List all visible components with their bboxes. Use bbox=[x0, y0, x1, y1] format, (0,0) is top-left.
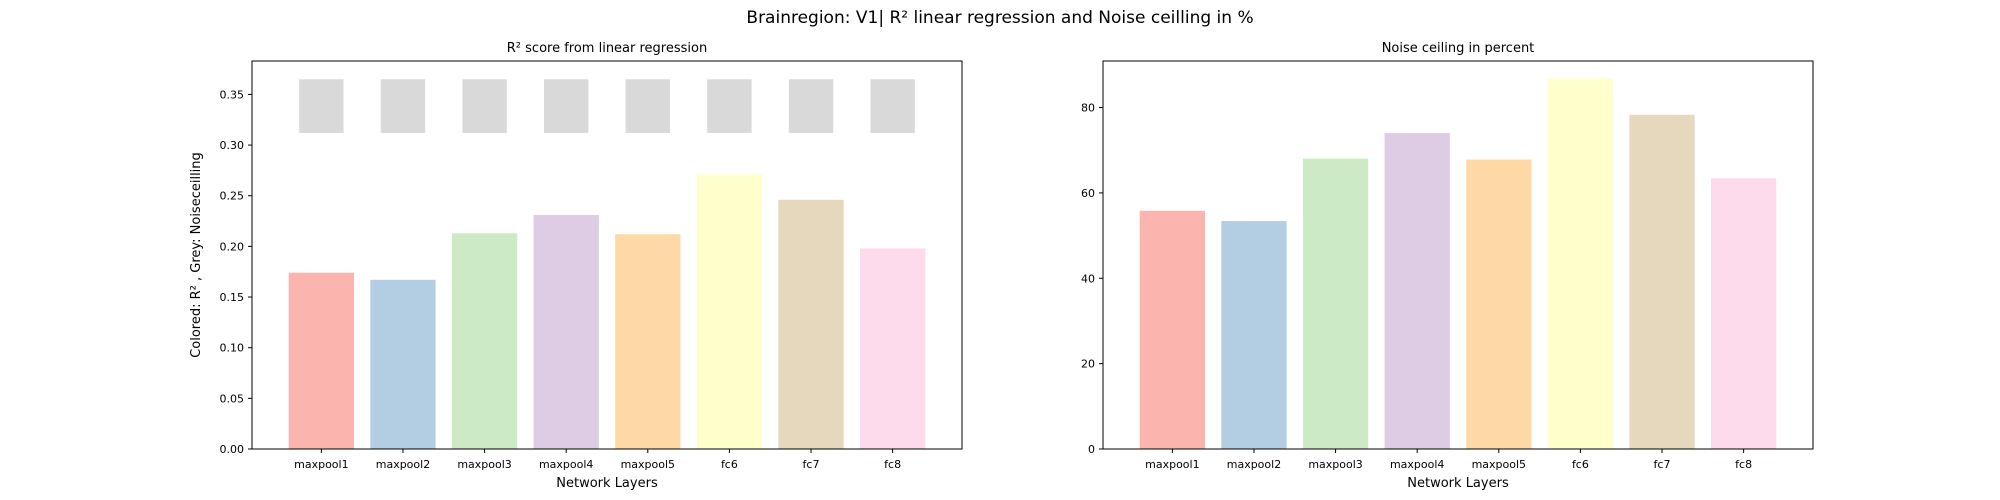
r2-panel-x-tick-label: maxpool2 bbox=[376, 458, 430, 471]
r2-panel-y-tick-label: 0.30 bbox=[220, 139, 245, 152]
r2-panel-noise-ceiling-marker bbox=[788, 79, 834, 133]
r2-panel-x-tick-label: maxpool3 bbox=[457, 458, 511, 471]
noise-ceiling-panel-bar bbox=[1629, 114, 1695, 450]
r2-panel-y-tick-label: 0.20 bbox=[220, 240, 245, 253]
noise-ceiling-panel-bar bbox=[1710, 178, 1777, 449]
r2-panel-noise-ceiling-marker bbox=[380, 79, 426, 133]
noise-ceiling-panel-bar bbox=[1139, 210, 1206, 449]
r2-panel-bar bbox=[288, 272, 355, 449]
r2-panel-x-axis-label: Network Layers bbox=[556, 476, 658, 491]
noise-ceiling-panel-y-tick-label: 0 bbox=[1088, 443, 1095, 456]
r2-panel-bar bbox=[859, 248, 926, 449]
noise-ceiling-panel-title: Noise ceiling in percent bbox=[1382, 41, 1535, 56]
noise-ceiling-panel-bar bbox=[1221, 221, 1287, 449]
r2-panel-x-tick-label: fc7 bbox=[803, 458, 820, 471]
r2-panel-y-tick-label: 0.25 bbox=[220, 190, 245, 203]
r2-panel-x-tick-label: fc6 bbox=[721, 458, 738, 471]
noise-ceiling-panel-y-tick-label: 60 bbox=[1081, 187, 1095, 200]
r2-panel-noise-ceiling-marker bbox=[707, 79, 752, 133]
r2-panel-bar bbox=[696, 174, 763, 449]
r2-panel-y-tick-label: 0.35 bbox=[220, 88, 245, 101]
noise-ceiling-panel-x-tick-label: fc8 bbox=[1735, 458, 1752, 471]
noise-ceiling-panel-x-tick-label: maxpool5 bbox=[1472, 458, 1526, 471]
r2-panel-title: R² score from linear regression bbox=[507, 41, 707, 56]
r2-panel-y-tick-label: 0.10 bbox=[220, 342, 245, 355]
r2-panel-axes-frame bbox=[251, 60, 963, 450]
noise-ceiling-panel-bar bbox=[1302, 158, 1369, 449]
noise-ceiling-panel-y-tick-label: 20 bbox=[1081, 358, 1095, 371]
r2-panel-x-tick-label: maxpool5 bbox=[621, 458, 675, 471]
noise-ceiling-panel: Noise ceiling in percent Network Layers … bbox=[1081, 41, 1814, 491]
r2-panel-noise-ceiling-marker bbox=[543, 79, 589, 133]
noise-ceiling-panel-x-axis-label: Network Layers bbox=[1407, 476, 1509, 491]
r2-panel-x-tick-label: maxpool4 bbox=[539, 458, 593, 471]
noise-ceiling-panel-x-tick-label: maxpool3 bbox=[1308, 458, 1362, 471]
r2-panel-bar bbox=[615, 234, 681, 449]
r2-panel-y-tick-label: 0.00 bbox=[220, 443, 245, 456]
noise-ceiling-panel-y-tick-label: 80 bbox=[1081, 102, 1095, 115]
noise-ceiling-panel-marks: maxpool1 maxpool2 maxpool3 maxpool4 maxpool5… bbox=[1081, 78, 1777, 471]
r2-panel-bar bbox=[778, 199, 844, 449]
noise-ceiling-panel-x-tick-label: maxpool1 bbox=[1145, 458, 1199, 471]
noise-ceiling-panel-y-tick-label: 40 bbox=[1081, 272, 1095, 285]
r2-panel-x-tick-label: maxpool1 bbox=[294, 458, 348, 471]
r2-panel-bar bbox=[451, 233, 518, 449]
noise-ceiling-panel-axes-frame bbox=[1102, 60, 1814, 450]
r2-panel-y-tick-label: 0.15 bbox=[220, 291, 245, 304]
noise-ceiling-panel-bar bbox=[1547, 78, 1614, 449]
r2-panel-bar bbox=[370, 279, 436, 449]
r2-panel-x-tick-label: fc8 bbox=[884, 458, 901, 471]
r2-panel: R² score from linear regression Network … bbox=[189, 41, 963, 491]
r2-panel-marks: maxpool1 maxpool2 maxpool3 maxpool4 maxpool5… bbox=[220, 79, 926, 471]
noise-ceiling-panel-x-tick-label: fc6 bbox=[1572, 458, 1589, 471]
r2-panel-noise-ceiling-marker bbox=[462, 79, 507, 133]
noise-ceiling-panel-x-tick-label: fc7 bbox=[1654, 458, 1671, 471]
noise-ceiling-panel-bar bbox=[1466, 159, 1532, 450]
r2-panel-noise-ceiling-marker bbox=[625, 79, 671, 133]
r2-panel-noise-ceiling-marker bbox=[870, 79, 915, 133]
figure-title: Brainregion: V1| R² linear regression an… bbox=[746, 8, 1253, 28]
noise-ceiling-panel-x-tick-label: maxpool4 bbox=[1390, 458, 1444, 471]
r2-panel-y-axis-label: Colored: R² , Grey: Noiseceilling bbox=[189, 152, 204, 358]
r2-panel-y-tick-label: 0.05 bbox=[220, 392, 245, 405]
noise-ceiling-panel-bar bbox=[1384, 133, 1450, 449]
r2-panel-noise-ceiling-marker bbox=[299, 79, 344, 133]
noise-ceiling-panel-x-tick-label: maxpool2 bbox=[1227, 458, 1281, 471]
r2-panel-bar bbox=[533, 214, 599, 449]
